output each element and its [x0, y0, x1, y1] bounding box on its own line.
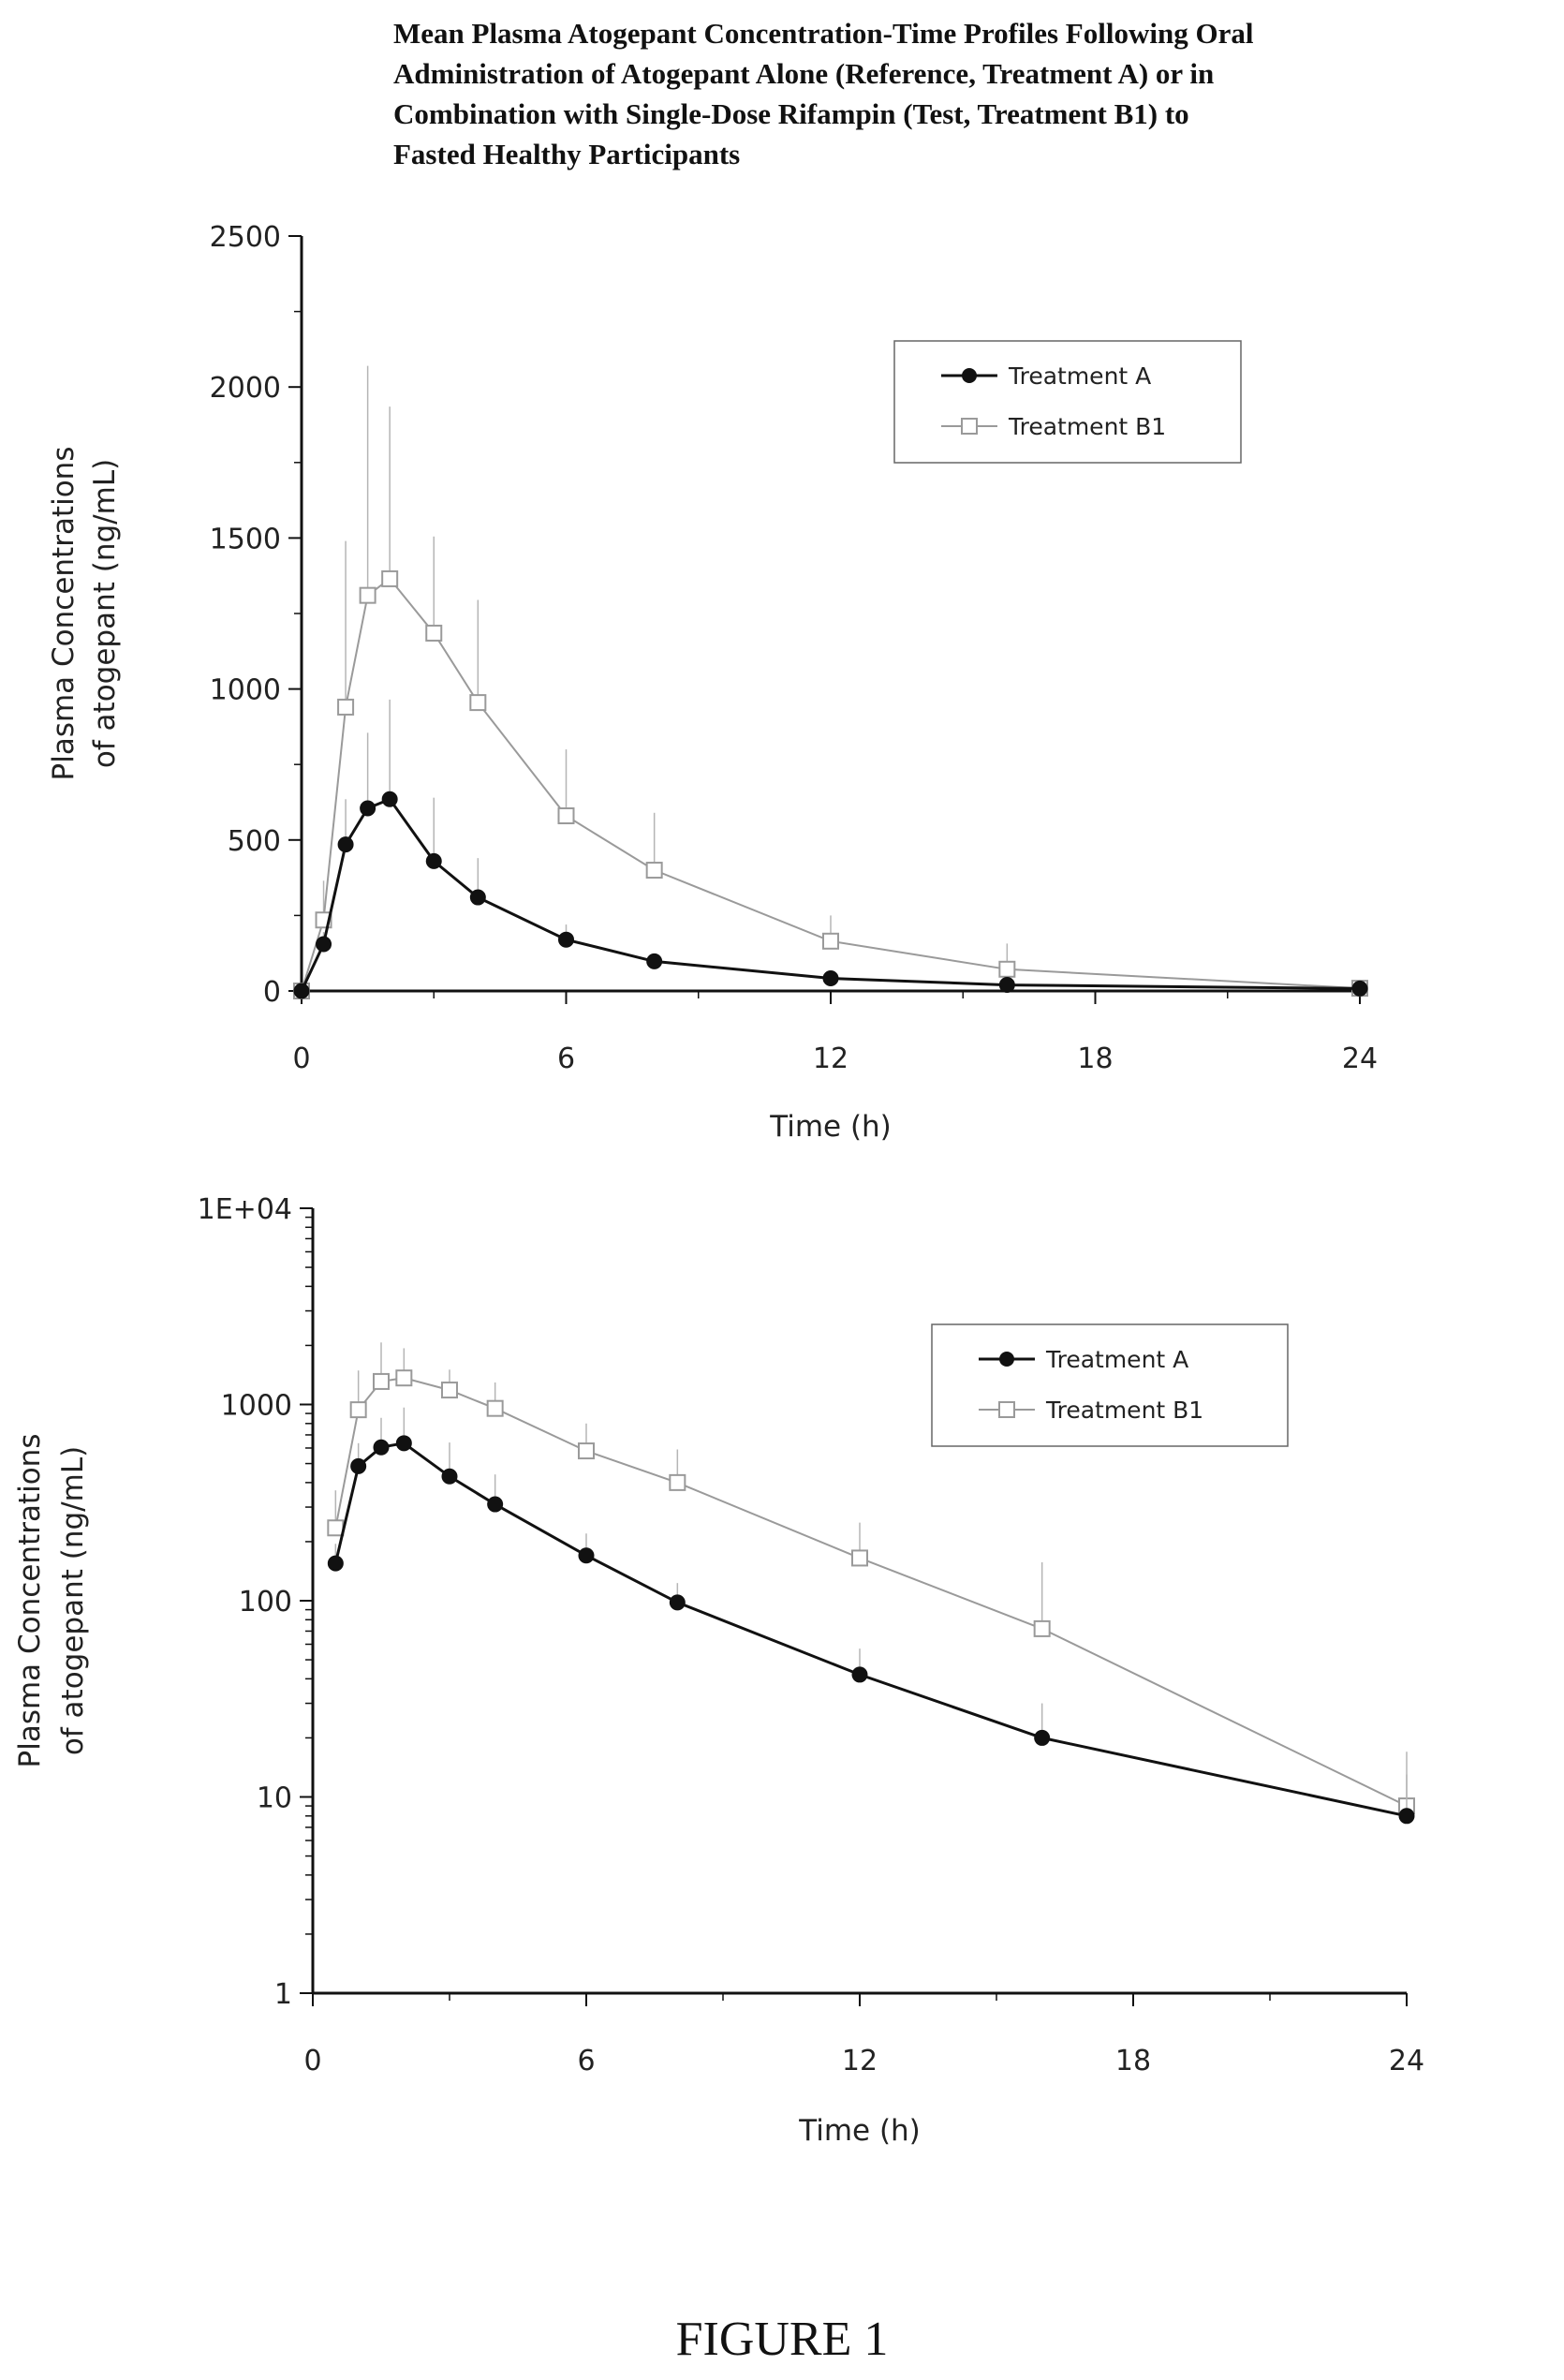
data-point-treatment-b1: [337, 698, 355, 716]
data-point-treatment-b1: [1033, 1619, 1051, 1637]
data-point-treatment-a: [381, 791, 398, 807]
data-point-treatment-a: [1398, 1808, 1415, 1825]
data-point-treatment-b1: [425, 624, 443, 642]
x-tick-label: 6: [577, 2045, 595, 2077]
legend: Treatment A Treatment B1: [893, 340, 1242, 464]
data-point-treatment-b1: [373, 1372, 390, 1390]
data-point-treatment-a: [360, 800, 376, 817]
data-point-treatment-a: [395, 1435, 412, 1452]
x-axis-label: Time (h): [798, 2114, 921, 2148]
x-tick-label: 18: [1077, 1042, 1113, 1075]
data-point-treatment-a: [316, 936, 332, 953]
x-tick-label: 12: [813, 1042, 848, 1075]
data-point-treatment-a: [425, 852, 442, 869]
data-point-treatment-a: [851, 1666, 868, 1683]
legend-label: Treatment A: [1008, 362, 1151, 390]
data-point-treatment-a: [1034, 1729, 1051, 1746]
data-point-treatment-a: [1351, 980, 1368, 997]
x-tick-label: 6: [557, 1042, 575, 1075]
legend: Treatment A Treatment B1: [931, 1323, 1289, 1447]
data-point-treatment-b1: [645, 862, 663, 880]
y-tick-label: 2000: [210, 372, 281, 405]
x-tick-label: 18: [1115, 2045, 1151, 2077]
data-point-treatment-b1: [327, 1519, 345, 1537]
linear-concentration-chart: 0 500 1000 1500 2000 2500 0 6 12 18 24 Time (h) Plas…: [47, 221, 1378, 1144]
title-line-3: Combination with Single-Dose Rifampin (T…: [393, 97, 1189, 130]
title-line-2: Administration of Atogepant Alone (Refer…: [393, 57, 1215, 90]
y-tick-label: 100: [239, 1586, 292, 1619]
data-point-treatment-a: [293, 983, 310, 999]
data-point-treatment-a: [337, 836, 354, 853]
legend-label: Treatment A: [1045, 1346, 1188, 1373]
data-point-treatment-b1: [381, 569, 399, 587]
log-concentration-chart: 1 10 100 1000 1E+04 0 6 12 18 24 Time (h) Plasma Co…: [13, 1193, 1424, 2148]
data-point-treatment-a: [350, 1457, 367, 1474]
data-point-treatment-a: [373, 1439, 390, 1456]
data-point-treatment-a: [487, 1496, 504, 1513]
data-point-treatment-a: [578, 1547, 595, 1564]
data-point-treatment-b1: [469, 694, 487, 712]
y-axis-label: Plasma Concentrations: [47, 447, 81, 781]
data-point-treatment-a: [646, 953, 663, 969]
data-point-treatment-b1: [359, 586, 376, 604]
data-point-treatment-b1: [851, 1549, 868, 1567]
legend-box: [893, 340, 1242, 464]
data-point-treatment-b1: [349, 1401, 367, 1419]
series-treatment-a: [293, 699, 1368, 999]
data-point-treatment-a: [822, 969, 839, 986]
y-tick-label: 2500: [210, 221, 281, 254]
legend-marker-treatment-a: [999, 1352, 1014, 1367]
data-point-treatment-a: [327, 1555, 344, 1572]
y-tick-label: 10: [257, 1782, 292, 1815]
data-point-treatment-a: [469, 889, 486, 906]
y-tick-label: 1000: [210, 674, 281, 707]
y-tick-label: 1E+04: [198, 1193, 292, 1226]
y-tick-label: 500: [228, 825, 281, 858]
x-tick-label: 24: [1389, 2045, 1424, 2077]
series-line-treatment-b1: [301, 577, 1361, 992]
series-line-treatment-a: [300, 797, 1361, 992]
data-point-treatment-b1: [998, 960, 1016, 978]
data-point-treatment-a: [558, 931, 574, 948]
series-treatment-a: [327, 1407, 1415, 1825]
y-axis-label: of atogepant (ng/mL): [88, 459, 122, 768]
data-point-treatment-a: [441, 1468, 458, 1485]
figure-caption: FIGURE 1: [675, 2313, 889, 2366]
x-tick-label: 0: [303, 2045, 321, 2077]
data-point-treatment-b1: [822, 932, 839, 950]
data-point-treatment-a: [998, 977, 1015, 994]
data-point-treatment-b1: [486, 1399, 504, 1417]
legend-marker-treatment-b1: [961, 418, 978, 435]
y-tick-label: 1000: [221, 1390, 292, 1423]
data-point-treatment-a: [669, 1594, 686, 1611]
y-tick-label: 0: [263, 976, 281, 1009]
data-point-treatment-b1: [578, 1442, 595, 1460]
data-point-treatment-b1: [395, 1369, 413, 1387]
x-axis-label: Time (h): [769, 1110, 892, 1144]
data-point-treatment-b1: [441, 1382, 458, 1399]
y-axis-label: Plasma Concentrations: [13, 1434, 47, 1768]
y-tick-label: 1500: [210, 523, 281, 555]
y-axis-label: of atogepant (ng/mL): [56, 1446, 90, 1755]
legend-marker-treatment-a: [962, 368, 977, 383]
x-tick-label: 24: [1342, 1042, 1378, 1075]
title-line-4: Fasted Healthy Participants: [393, 138, 741, 170]
x-tick-label: 12: [842, 2045, 878, 2077]
legend-label: Treatment B1: [1045, 1397, 1203, 1424]
legend-label: Treatment B1: [1008, 413, 1166, 440]
data-point-treatment-b1: [557, 807, 575, 825]
title-line-1: Mean Plasma Atogepant Concentration-Time…: [393, 17, 1254, 50]
x-tick-label: 0: [292, 1042, 310, 1075]
legend-box: [931, 1323, 1289, 1447]
figure-title: Mean Plasma Atogepant Concentration-Time…: [393, 13, 1545, 174]
data-point-treatment-b1: [669, 1473, 686, 1491]
legend-marker-treatment-b1: [998, 1401, 1015, 1418]
y-tick-label: 1: [274, 1978, 292, 2011]
